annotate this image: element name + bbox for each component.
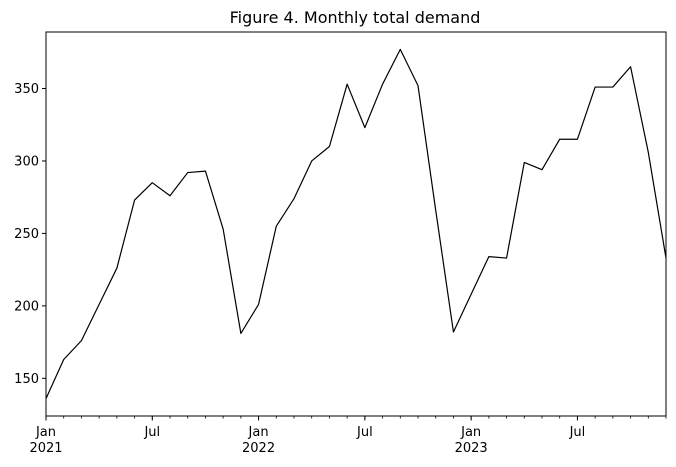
x-tick-label-24: Jan (460, 425, 481, 440)
y-tick-label-300: 300 (14, 154, 39, 169)
x-tick-label-18: Jul (356, 425, 373, 440)
x-tick-label-12: Jan (248, 425, 269, 440)
chart-title: Figure 4. Monthly total demand (230, 8, 481, 27)
x-tick-year-2021: 2021 (29, 441, 62, 456)
x-tick-year-2022: 2022 (242, 441, 275, 456)
y-tick-label-150: 150 (14, 372, 39, 387)
x-tick-label-30: Jul (569, 425, 586, 440)
x-tick-year-2023: 2023 (455, 441, 488, 456)
series-line-0 (45, 48, 667, 399)
y-tick-label-250: 250 (14, 227, 39, 242)
x-tick-label-6: Jul (143, 425, 160, 440)
y-tick-label-350: 350 (14, 82, 39, 97)
axes-frame (45, 31, 667, 417)
y-tick-label-200: 200 (14, 299, 39, 314)
x-tick-label-0: Jan (35, 425, 56, 440)
